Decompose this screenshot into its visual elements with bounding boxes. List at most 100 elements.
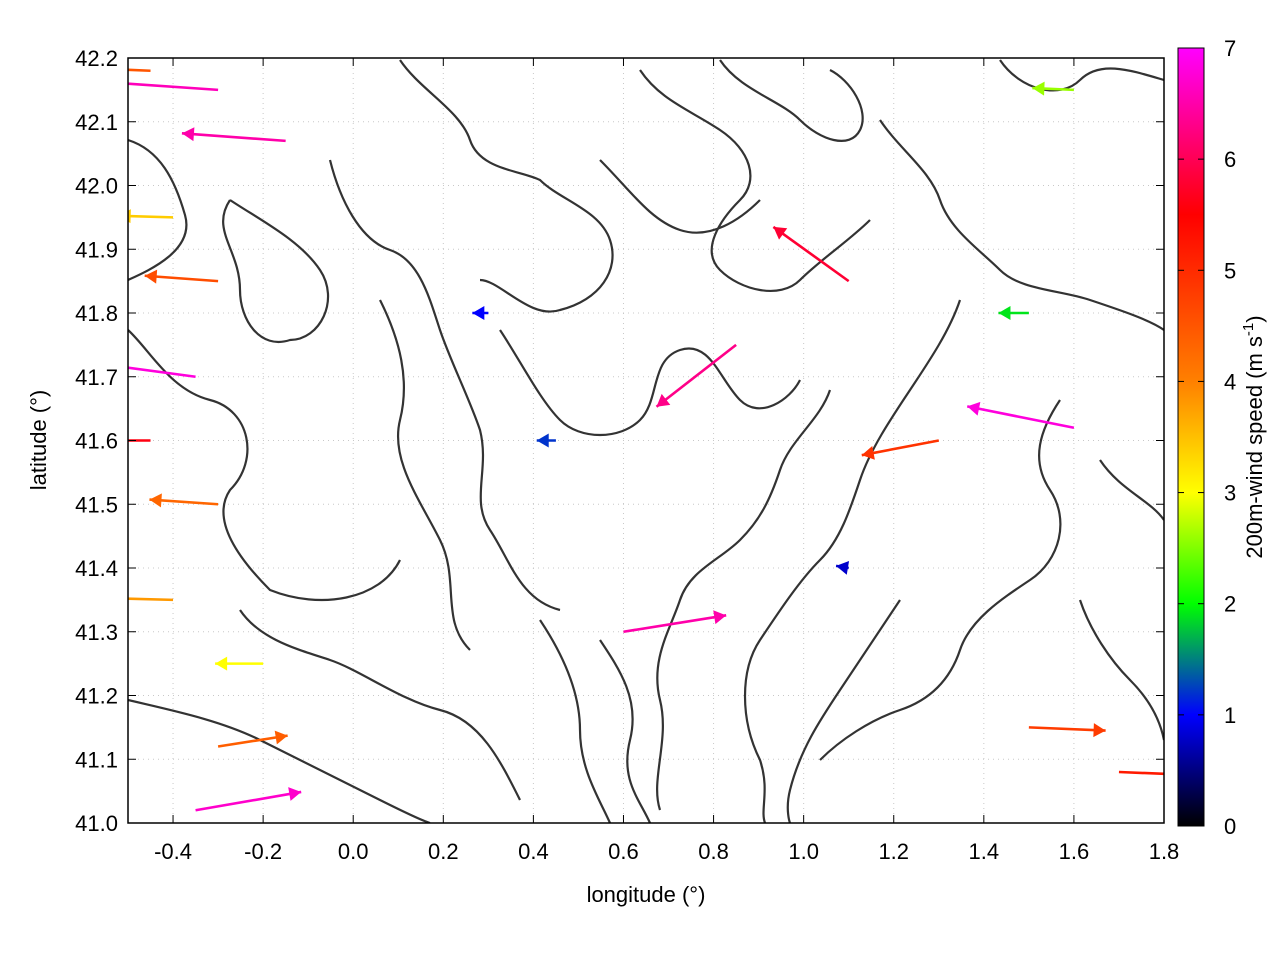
wind-vector <box>1118 770 1164 776</box>
wind-vector-head <box>998 306 1011 320</box>
x-tick-label: 0.6 <box>608 839 639 864</box>
x-tick-label: 1.4 <box>969 839 1000 864</box>
y-tick-label: 41.2 <box>75 684 118 709</box>
wind-vector-head <box>836 560 850 575</box>
wind-vector-head <box>713 610 727 625</box>
x-tick-label: 0.8 <box>698 839 729 864</box>
contour-line <box>539 619 612 823</box>
y-tick-label: 41.4 <box>75 556 118 581</box>
y-tick-label: 41.8 <box>75 301 118 326</box>
wind-vector-head <box>113 76 125 90</box>
wind-vector <box>195 787 302 812</box>
x-tick-label: 1.2 <box>878 839 909 864</box>
contour-line <box>1078 599 1164 741</box>
contour-line <box>599 159 761 234</box>
wind-vector-head <box>215 656 228 671</box>
wind-vector <box>861 439 940 460</box>
wind-vector-head <box>656 393 671 407</box>
wind-vector <box>128 366 196 379</box>
contour-line <box>743 299 962 823</box>
wind-vector-head <box>472 306 485 320</box>
contour-line <box>599 639 652 823</box>
y-tick-label: 42.2 <box>75 46 118 71</box>
contour-line <box>399 59 614 313</box>
wind-vector <box>998 306 1029 320</box>
wind-vector-shaft <box>623 614 727 634</box>
wind-vector <box>772 225 850 283</box>
plot-area <box>128 58 1164 823</box>
contour-line <box>819 399 1062 761</box>
contour-line <box>222 199 330 343</box>
wind-vector-shaft <box>861 439 940 457</box>
y-tick-label: 41.9 <box>75 237 118 262</box>
y-tick-label: 42.0 <box>75 174 118 199</box>
wind-vector-head <box>112 592 124 606</box>
wind-vector-head <box>773 226 788 240</box>
wind-vector-shaft <box>966 405 1075 430</box>
wind-vector-head <box>144 269 158 284</box>
colorbar-tick-label: 6 <box>1224 147 1236 172</box>
wind-vector <box>217 730 288 748</box>
contour-line <box>328 159 561 612</box>
x-tick-label: 1.0 <box>788 839 819 864</box>
wind-vector-shaft <box>195 790 302 812</box>
y-tick-label: 41.3 <box>75 620 118 645</box>
wind-vector-shaft <box>772 225 850 283</box>
x-axis-title: longitude (°) <box>587 882 706 907</box>
contour-line <box>656 389 832 811</box>
colorbar-tick-label: 4 <box>1224 369 1236 394</box>
wind-vector <box>144 269 219 284</box>
wind-vector-shaft <box>655 343 737 408</box>
wind-vector <box>655 343 737 408</box>
x-tick-label: 0.4 <box>518 839 549 864</box>
colorbar-tick-label: 0 <box>1224 814 1236 839</box>
wind-vector-head <box>274 730 288 745</box>
colorbar <box>1177 47 1205 827</box>
colorbar-tick-label: 3 <box>1224 481 1236 506</box>
wind-vector <box>536 433 556 448</box>
wind-vector <box>181 127 286 143</box>
contour-line <box>879 119 1164 331</box>
x-axis: -0.4 -0.2 0.0 0.2 0.4 0.6 0.8 1.0 1.2 1.4 1.6 1.8 <box>154 58 1179 864</box>
wind-vector <box>1028 723 1106 738</box>
y-axis-title: latitude (°) <box>26 390 51 491</box>
x-tick-label: 0.0 <box>338 839 369 864</box>
contour-line <box>999 59 1164 92</box>
y-tick-label: 41.5 <box>75 492 118 517</box>
contour-line <box>786 599 901 823</box>
wind-vector-head <box>1093 723 1106 738</box>
contour-line <box>639 69 871 292</box>
wind-vector <box>623 610 727 634</box>
wind-vector-head <box>128 209 131 224</box>
wind-vector-shaft <box>128 214 174 219</box>
wind-vector-shaft <box>1028 726 1106 732</box>
wind-vectors <box>112 68 1164 812</box>
wind-vector-head <box>181 127 195 142</box>
wind-vector <box>149 493 219 508</box>
wind-vector-head <box>861 446 875 460</box>
wind-vector <box>1032 81 1074 96</box>
terrain-contours <box>128 59 1164 823</box>
wind-vector-head <box>536 433 549 448</box>
wind-vector <box>112 592 174 606</box>
contour-line <box>1099 459 1164 521</box>
wind-vector-head <box>1032 81 1045 96</box>
contour-line <box>719 59 864 142</box>
wind-vector-head <box>967 401 981 416</box>
colorbar-tick-label: 5 <box>1224 258 1236 283</box>
wind-vector <box>128 68 151 73</box>
wind-vector-shaft <box>1118 770 1164 776</box>
wind-vector-head <box>288 787 302 801</box>
wind-vector-head <box>149 493 162 508</box>
wind-vector <box>835 560 850 575</box>
wind-vector <box>966 401 1075 430</box>
contour-line <box>128 698 431 823</box>
y-tick-label: 41.7 <box>75 365 118 390</box>
colorbar-title: 200m-wind speed (m s-1) <box>1240 315 1267 558</box>
colorbar-tick-label: 2 <box>1224 592 1236 617</box>
contour-line <box>128 138 188 282</box>
wind-vector <box>113 76 219 92</box>
contour-line <box>379 299 471 651</box>
x-tick-label: -0.4 <box>154 839 192 864</box>
